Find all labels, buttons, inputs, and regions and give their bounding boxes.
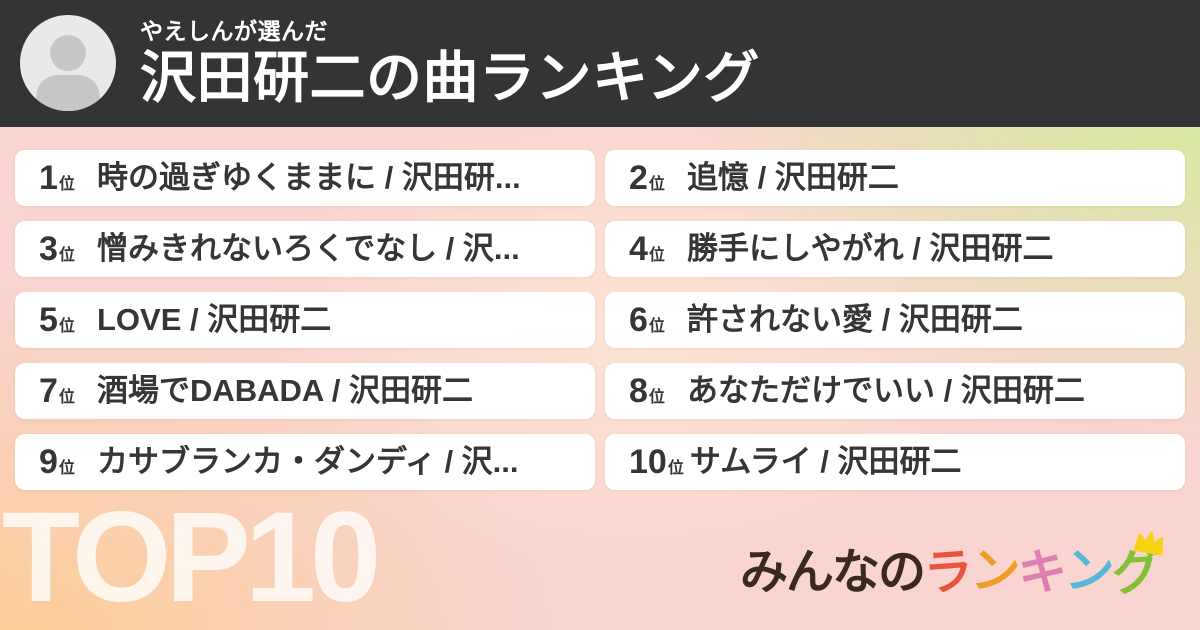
rank-number: 9 — [39, 443, 58, 481]
rank-suffix: 位 — [58, 176, 75, 193]
rank-suffix: 位 — [58, 460, 75, 477]
rank-badge: 9 位 — [39, 445, 91, 479]
header: やえしんが選んだ 沢田研二の曲ランキング — [0, 0, 1200, 127]
rank-number: 7 — [39, 372, 58, 410]
logo-char: ラ — [922, 544, 973, 602]
logo-colored-chars: ランキング — [922, 531, 1164, 602]
person-icon-body — [36, 75, 100, 111]
ranking-item[interactable]: 4 位 勝手にしやがれ / 沢田研二 — [605, 221, 1185, 277]
rank-badge: 2 位 — [629, 161, 681, 195]
song-title: あなただけでいい / 沢田研二 — [687, 373, 1085, 408]
rank-suffix: 位 — [58, 389, 75, 406]
rank-number: 4 — [629, 230, 648, 268]
rank-suffix: 位 — [648, 389, 665, 406]
song-title: 追憶 / 沢田研二 — [687, 160, 899, 195]
logo-char: ン — [969, 543, 1020, 601]
ranking-item[interactable]: 3 位 憎みきれないろくでなし / 沢... — [15, 221, 595, 277]
rank-suffix: 位 — [648, 247, 665, 264]
rank-badge: 1 位 — [39, 161, 91, 195]
logo-prefix: みんなの — [740, 546, 926, 599]
song-title: LOVE / 沢田研二 — [97, 302, 332, 337]
ranking-grid: 1 位 時の過ぎゆくままに / 沢田研... 2 位 追憶 / 沢田研二 3 位… — [15, 150, 1185, 490]
song-title: 時の過ぎゆくままに / 沢田研... — [97, 160, 521, 195]
rank-badge: 10 位 — [629, 445, 684, 479]
song-title: 勝手にしやがれ / 沢田研二 — [687, 231, 1054, 266]
rank-suffix: 位 — [58, 247, 75, 264]
chooser-label: やえしんが選んだ — [140, 18, 328, 45]
rank-number: 2 — [629, 159, 648, 197]
rank-suffix: 位 — [648, 318, 665, 335]
song-title: 憎みきれないろくでなし / 沢... — [97, 231, 520, 266]
song-title: 酒場でDABADA / 沢田研二 — [97, 373, 474, 408]
person-icon — [50, 35, 86, 71]
rank-number: 3 — [39, 230, 58, 268]
ranking-item[interactable]: 9 位 カサブランカ・ダンディ / 沢... — [15, 434, 595, 490]
ranking-item[interactable]: 2 位 追憶 / 沢田研二 — [605, 150, 1185, 206]
rank-badge: 8 位 — [629, 374, 681, 408]
crown-icon — [1133, 531, 1164, 556]
song-title: 許されない愛 / 沢田研二 — [687, 302, 1023, 337]
ranking-item[interactable]: 5 位 LOVE / 沢田研二 — [15, 292, 595, 348]
rank-badge: 4 位 — [629, 232, 681, 266]
ranking-item[interactable]: 8 位 あなただけでいい / 沢田研二 — [605, 363, 1185, 419]
rank-suffix: 位 — [58, 318, 75, 335]
page-title: 沢田研二の曲ランキング — [140, 45, 760, 109]
logo-char: グ — [1110, 531, 1164, 602]
ranking-item[interactable]: 7 位 酒場でDABADA / 沢田研二 — [15, 363, 595, 419]
header-text: やえしんが選んだ 沢田研二の曲ランキング — [140, 19, 760, 107]
rank-badge: 6 位 — [629, 303, 681, 337]
song-title: サムライ / 沢田研二 — [689, 444, 962, 479]
ranking-item[interactable]: 6 位 許されない愛 / 沢田研二 — [605, 292, 1185, 348]
rank-number: 6 — [629, 301, 648, 339]
rank-badge: 5 位 — [39, 303, 91, 337]
rank-number: 10 — [629, 443, 667, 481]
rank-number: 8 — [629, 372, 648, 410]
site-logo: みんなの ランキング — [740, 531, 1164, 602]
rank-badge: 3 位 — [39, 232, 91, 266]
avatar[interactable] — [20, 15, 116, 111]
rank-badge: 7 位 — [39, 374, 91, 408]
ranking-item[interactable]: 1 位 時の過ぎゆくままに / 沢田研... — [15, 150, 595, 206]
top10-watermark: TOP10 — [2, 486, 381, 629]
logo-char: キ — [1016, 544, 1067, 602]
rank-suffix: 位 — [667, 460, 684, 477]
rank-number: 1 — [39, 159, 58, 197]
ranking-item[interactable]: 10 位 サムライ / 沢田研二 — [605, 434, 1185, 490]
song-title: カサブランカ・ダンディ / 沢... — [97, 444, 519, 479]
rank-number: 5 — [39, 301, 58, 339]
rank-suffix: 位 — [648, 176, 665, 193]
logo-char: ン — [1063, 543, 1114, 601]
